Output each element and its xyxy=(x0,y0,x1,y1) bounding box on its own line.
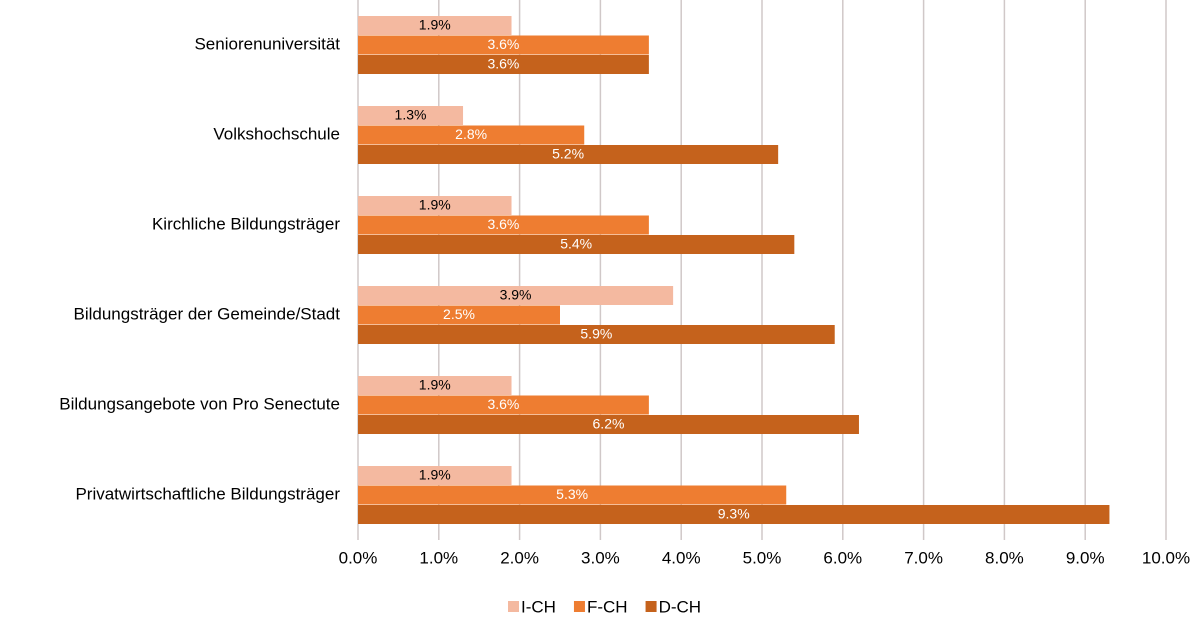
x-tick-label: 2.0% xyxy=(500,548,539,567)
x-tick-label: 8.0% xyxy=(985,548,1024,567)
bar xyxy=(358,415,859,434)
bar xyxy=(358,505,1110,524)
y-tick-label: Bildungsangebote von Pro Senectute xyxy=(59,394,340,413)
x-tick-label: 4.0% xyxy=(662,548,701,567)
value-label: 2.8% xyxy=(455,126,487,142)
bar xyxy=(358,125,585,145)
bar xyxy=(358,106,464,125)
bar xyxy=(358,325,835,344)
value-label: 1.9% xyxy=(419,467,451,483)
value-label: 3.9% xyxy=(500,287,532,303)
bar xyxy=(358,196,512,215)
y-tick-label: Bildungsträger der Gemeinde/Stadt xyxy=(74,304,341,323)
bar xyxy=(358,466,512,485)
value-label: 5.9% xyxy=(580,326,612,342)
x-tick-label: 10.0% xyxy=(1142,548,1190,567)
value-label: 5.3% xyxy=(556,486,588,502)
legend-label: D-CH xyxy=(659,597,702,616)
y-tick-label: Seniorenuniversität xyxy=(194,34,340,53)
value-label: 3.6% xyxy=(487,36,519,52)
value-label: 1.9% xyxy=(419,377,451,393)
x-tick-label: 6.0% xyxy=(823,548,862,567)
value-label: 9.3% xyxy=(718,506,750,522)
legend-swatch xyxy=(573,601,585,612)
bar xyxy=(358,35,649,55)
x-tick-label: 3.0% xyxy=(581,548,620,567)
x-tick-label: 5.0% xyxy=(743,548,782,567)
value-label: 1.3% xyxy=(395,107,427,123)
x-tick-label: 0.0% xyxy=(339,548,378,567)
bar xyxy=(358,16,512,35)
bar xyxy=(358,235,795,254)
x-tick-label: 9.0% xyxy=(1066,548,1105,567)
value-label: 3.6% xyxy=(487,56,519,72)
bar xyxy=(358,395,649,415)
value-label: 1.9% xyxy=(419,197,451,213)
y-tick-label: Volkshochschule xyxy=(213,124,340,143)
legend-label: F-CH xyxy=(587,597,628,616)
value-label: 3.6% xyxy=(487,396,519,412)
value-label: 2.5% xyxy=(443,306,475,322)
value-label: 3.6% xyxy=(487,216,519,232)
value-label: 5.4% xyxy=(560,236,592,252)
legend-swatch xyxy=(508,601,519,612)
legend-swatch xyxy=(645,601,657,612)
value-label: 5.2% xyxy=(552,146,584,162)
bar xyxy=(358,215,649,235)
value-label: 1.9% xyxy=(419,17,451,33)
y-tick-label: Privatwirtschaftliche Bildungsträger xyxy=(75,484,340,503)
bar xyxy=(358,286,674,305)
legend-label: I-CH xyxy=(521,597,556,616)
y-tick-label: Kirchliche Bildungsträger xyxy=(152,214,340,233)
bar xyxy=(358,485,787,505)
x-tick-label: 1.0% xyxy=(419,548,458,567)
bar xyxy=(358,145,779,164)
x-tick-label: 7.0% xyxy=(904,548,943,567)
bar xyxy=(358,55,649,74)
bar xyxy=(358,376,512,395)
value-label: 6.2% xyxy=(593,416,625,432)
bar xyxy=(358,305,560,325)
